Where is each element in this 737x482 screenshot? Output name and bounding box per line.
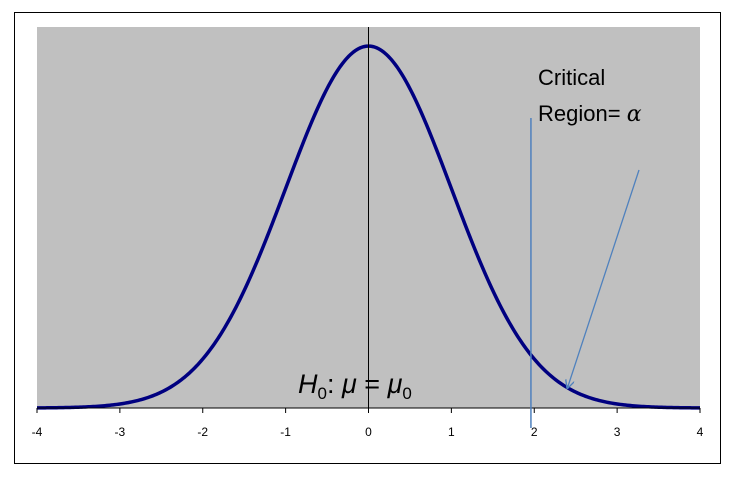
hyp-mu: μ <box>341 369 357 399</box>
x-tick-label: -2 <box>197 425 208 439</box>
alpha-symbol: α <box>627 102 642 127</box>
x-tick-label: 3 <box>614 425 621 439</box>
hyp-H: H <box>298 369 318 399</box>
hyp-mu0: μ <box>387 369 403 399</box>
null-hypothesis-label: H0: μ = μ0 <box>298 369 412 403</box>
x-tick-label: 2 <box>531 425 538 439</box>
x-tick-label: -4 <box>32 425 43 439</box>
critical-region-label-line2: Region= α <box>538 101 642 127</box>
critical-region-arrow <box>567 169 640 388</box>
x-tick-label: -3 <box>115 425 126 439</box>
x-tick-label: 0 <box>365 425 372 439</box>
x-tick-label: 1 <box>448 425 455 439</box>
critical-region-label-line1: Critical <box>538 65 605 90</box>
hyp-equals: = <box>357 369 388 399</box>
x-tick-label: -1 <box>280 425 291 439</box>
x-tick-label: 4 <box>697 425 704 439</box>
hyp-colon: : <box>327 369 342 399</box>
hyp-sub0: 0 <box>318 384 327 403</box>
hyp-sub0b: 0 <box>402 384 411 403</box>
critical-region-prefix: Region= <box>538 101 627 126</box>
